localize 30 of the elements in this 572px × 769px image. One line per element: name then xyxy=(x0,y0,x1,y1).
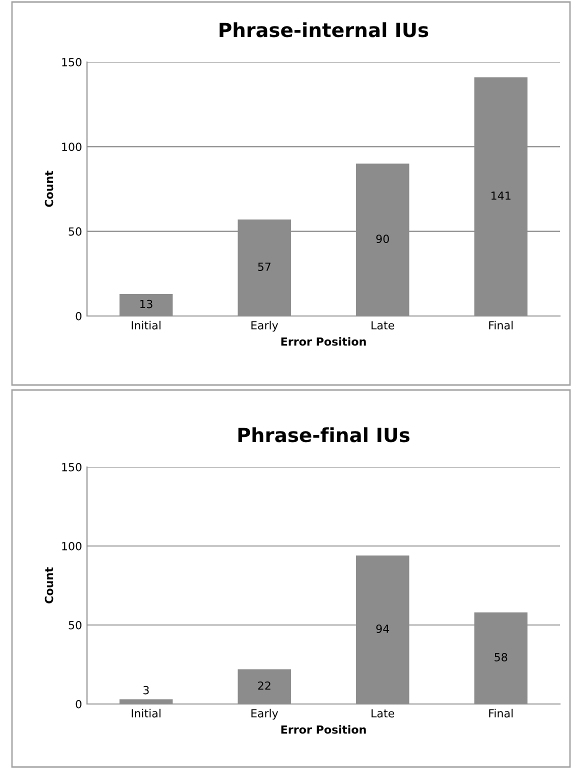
data-label: 57 xyxy=(258,262,270,271)
data-label: 13 xyxy=(140,300,152,308)
x-tick-label: Late xyxy=(372,321,394,330)
y-axis-title: Count xyxy=(44,170,54,207)
x-axis-title: Error Position xyxy=(281,725,366,734)
data-label: 141 xyxy=(491,192,510,200)
x-axis-title: Error Position xyxy=(281,337,366,346)
x-tick-label: Late xyxy=(372,709,394,718)
chart-title: Phrase-internal IUs xyxy=(220,22,428,38)
data-label: 90 xyxy=(376,234,389,244)
y-tick-label: 150 xyxy=(62,58,82,66)
y-axis-title: Count xyxy=(44,567,54,604)
y-tick-label: 0 xyxy=(76,700,82,708)
x-tick-label: Final xyxy=(489,320,513,330)
y-tick-label: 0 xyxy=(76,312,82,320)
data-label: 3 xyxy=(143,686,149,694)
chart-title: Phrase-final IUs xyxy=(238,427,410,442)
data-label: 22 xyxy=(258,681,270,690)
y-tick-label: 100 xyxy=(62,142,82,152)
x-tick-label: Early xyxy=(251,708,278,720)
x-tick-label: Final xyxy=(489,708,513,718)
y-tick-label: 100 xyxy=(62,542,82,550)
x-tick-label: Early xyxy=(251,320,278,332)
x-tick-label: Initial xyxy=(132,320,160,330)
data-label: 94 xyxy=(376,624,390,633)
x-tick-label: Initial xyxy=(132,708,160,718)
data-label: 58 xyxy=(494,653,508,662)
y-tick-label: 50 xyxy=(68,227,82,236)
y-tick-label: 150 xyxy=(62,462,82,472)
y-tick-label: 50 xyxy=(68,620,82,630)
